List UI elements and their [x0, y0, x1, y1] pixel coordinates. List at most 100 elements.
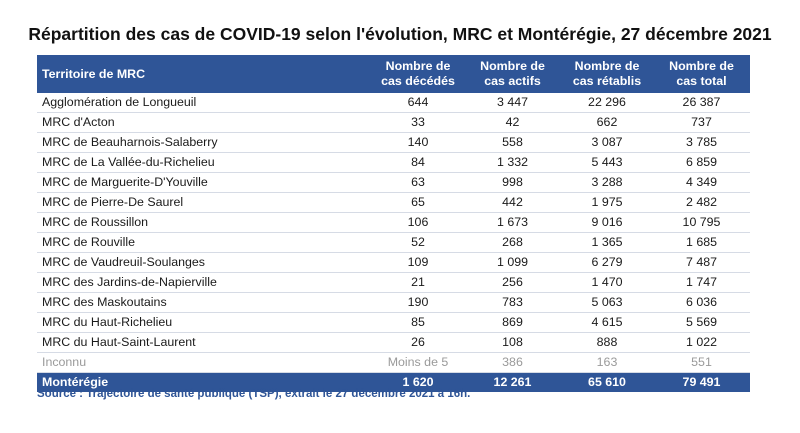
table-row: MRC de Beauharnois-Salaberry 140 558 3 087 3… — [37, 132, 750, 153]
deceased-cell: 190 — [372, 292, 464, 313]
total-cell: 7 487 — [653, 252, 750, 273]
deceased-cell: 33 — [372, 112, 464, 133]
deceased-cell: 26 — [372, 332, 464, 353]
header-active: Nombre de cas actifs — [464, 55, 561, 93]
table-footer: Montérégie 1 620 12 261 65 610 79 491 — [37, 372, 750, 392]
header-active-line1: Nombre de — [480, 59, 545, 73]
unknown-row: Inconnu Moins de 5 386 163 551 — [37, 352, 750, 373]
active-cell: 783 — [464, 292, 561, 313]
region-cell: MRC de Vaudreuil-Soulanges — [37, 252, 372, 273]
table-row: MRC des Maskoutains 190 783 5 063 6 036 — [37, 292, 750, 313]
table-row: Agglomération de Longueuil 644 3 447 22 296… — [37, 93, 750, 113]
covid-cases-table: Territoire de MRC Nombre de cas décédés … — [37, 55, 750, 392]
total-cell: 4 349 — [653, 172, 750, 193]
table-row: MRC du Haut-Saint-Laurent 26 108 888 1 022 — [37, 332, 750, 353]
table-row: MRC de Rouville 52 268 1 365 1 685 — [37, 232, 750, 253]
deceased-cell: 63 — [372, 172, 464, 193]
total-active-cell: 12 261 — [464, 372, 561, 392]
recovered-cell: 1 365 — [561, 232, 653, 253]
header-recovered-line2: cas rétablis — [572, 74, 642, 88]
header-region: Territoire de MRC — [37, 55, 372, 93]
total-deceased-cell: 1 620 — [372, 372, 464, 392]
table-row: MRC de Vaudreuil-Soulanges 109 1 099 6 279 7… — [37, 252, 750, 273]
region-cell: MRC de La Vallée-du-Richelieu — [37, 152, 372, 173]
active-cell: 268 — [464, 232, 561, 253]
deceased-cell: 644 — [372, 93, 464, 113]
total-region-cell: Montérégie — [37, 372, 372, 392]
active-cell: 256 — [464, 272, 561, 293]
region-cell: MRC des Maskoutains — [37, 292, 372, 313]
header-total-line1: Nombre de — [669, 59, 734, 73]
deceased-cell: 85 — [372, 312, 464, 333]
recovered-cell: 5 063 — [561, 292, 653, 313]
deceased-cell: 21 — [372, 272, 464, 293]
recovered-cell: 888 — [561, 332, 653, 353]
deceased-cell: 52 — [372, 232, 464, 253]
total-total-cell: 79 491 — [653, 372, 750, 392]
table-row: MRC du Haut-Richelieu 85 869 4 615 5 569 — [37, 312, 750, 333]
header-deceased-line1: Nombre de — [385, 59, 451, 73]
region-cell: Inconnu — [37, 352, 372, 373]
recovered-cell: 6 279 — [561, 252, 653, 273]
total-cell: 6 859 — [653, 152, 750, 173]
total-cell: 1 685 — [653, 232, 750, 253]
active-cell: 558 — [464, 132, 561, 153]
deceased-cell: 65 — [372, 192, 464, 213]
active-cell: 42 — [464, 112, 561, 133]
active-cell: 998 — [464, 172, 561, 193]
total-cell: 737 — [653, 112, 750, 133]
recovered-cell: 1 975 — [561, 192, 653, 213]
header-active-line2: cas actifs — [484, 74, 541, 88]
table-row: MRC de La Vallée-du-Richelieu 84 1 332 5 44… — [37, 152, 750, 173]
header-row: Territoire de MRC Nombre de cas décédés … — [37, 55, 750, 93]
recovered-cell: 3 288 — [561, 172, 653, 193]
header-deceased-line2: cas décédés — [381, 74, 455, 88]
table-row: MRC de Marguerite-D'Youville 63 998 3 288 4 … — [37, 172, 750, 193]
recovered-cell: 163 — [561, 352, 653, 373]
page-title: Répartition des cas de COVID-19 selon l'… — [28, 24, 772, 44]
region-cell: MRC du Haut-Saint-Laurent — [37, 332, 372, 353]
total-row: Montérégie 1 620 12 261 65 610 79 491 — [37, 372, 750, 392]
table-header: Territoire de MRC Nombre de cas décédés … — [37, 55, 750, 93]
table-row: MRC d'Acton 33 42 662 737 — [37, 112, 750, 133]
total-cell: 1 747 — [653, 272, 750, 293]
region-cell: Agglomération de Longueuil — [37, 93, 372, 113]
region-cell: MRC de Roussillon — [37, 212, 372, 233]
active-cell: 869 — [464, 312, 561, 333]
active-cell: 442 — [464, 192, 561, 213]
header-deceased: Nombre de cas décédés — [372, 55, 464, 93]
table-row: MRC de Pierre-De Saurel 65 442 1 975 2 482 — [37, 192, 750, 213]
total-cell: 3 785 — [653, 132, 750, 153]
table-body: Agglomération de Longueuil 644 3 447 22 296… — [37, 93, 750, 373]
region-cell: MRC des Jardins-de-Napierville — [37, 272, 372, 293]
region-cell: MRC de Beauharnois-Salaberry — [37, 132, 372, 153]
active-cell: 386 — [464, 352, 561, 373]
deceased-cell: 109 — [372, 252, 464, 273]
active-cell: 1 673 — [464, 212, 561, 233]
total-cell: 26 387 — [653, 93, 750, 113]
total-cell: 551 — [653, 352, 750, 373]
recovered-cell: 3 087 — [561, 132, 653, 153]
deceased-cell: 84 — [372, 152, 464, 173]
recovered-cell: 662 — [561, 112, 653, 133]
total-cell: 5 569 — [653, 312, 750, 333]
deceased-cell: 106 — [372, 212, 464, 233]
deceased-cell: 140 — [372, 132, 464, 153]
recovered-cell: 4 615 — [561, 312, 653, 333]
active-cell: 108 — [464, 332, 561, 353]
header-total: Nombre de cas total — [653, 55, 750, 93]
total-recovered-cell: 65 610 — [561, 372, 653, 392]
recovered-cell: 22 296 — [561, 93, 653, 113]
recovered-cell: 9 016 — [561, 212, 653, 233]
header-total-line2: cas total — [676, 74, 727, 88]
total-cell: 10 795 — [653, 212, 750, 233]
total-cell: 6 036 — [653, 292, 750, 313]
region-cell: MRC de Marguerite-D'Youville — [37, 172, 372, 193]
region-cell: MRC du Haut-Richelieu — [37, 312, 372, 333]
header-recovered: Nombre de cas rétablis — [561, 55, 653, 93]
region-cell: MRC de Rouville — [37, 232, 372, 253]
active-cell: 3 447 — [464, 93, 561, 113]
active-cell: 1 332 — [464, 152, 561, 173]
table-row: MRC de Roussillon 106 1 673 9 016 10 795 — [37, 212, 750, 233]
active-cell: 1 099 — [464, 252, 561, 273]
